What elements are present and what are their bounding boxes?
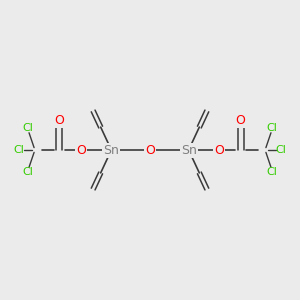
- Text: Cl: Cl: [266, 123, 277, 133]
- Text: Sn: Sn: [181, 143, 196, 157]
- Text: O: O: [214, 143, 224, 157]
- Text: Cl: Cl: [275, 145, 286, 155]
- Text: Cl: Cl: [23, 167, 34, 177]
- Text: O: O: [145, 143, 155, 157]
- Text: O: O: [236, 114, 246, 127]
- Text: Cl: Cl: [23, 123, 34, 133]
- Text: Cl: Cl: [266, 167, 277, 177]
- Text: Cl: Cl: [14, 145, 25, 155]
- Text: O: O: [54, 114, 64, 127]
- Text: Sn: Sn: [103, 143, 119, 157]
- Text: O: O: [76, 143, 86, 157]
